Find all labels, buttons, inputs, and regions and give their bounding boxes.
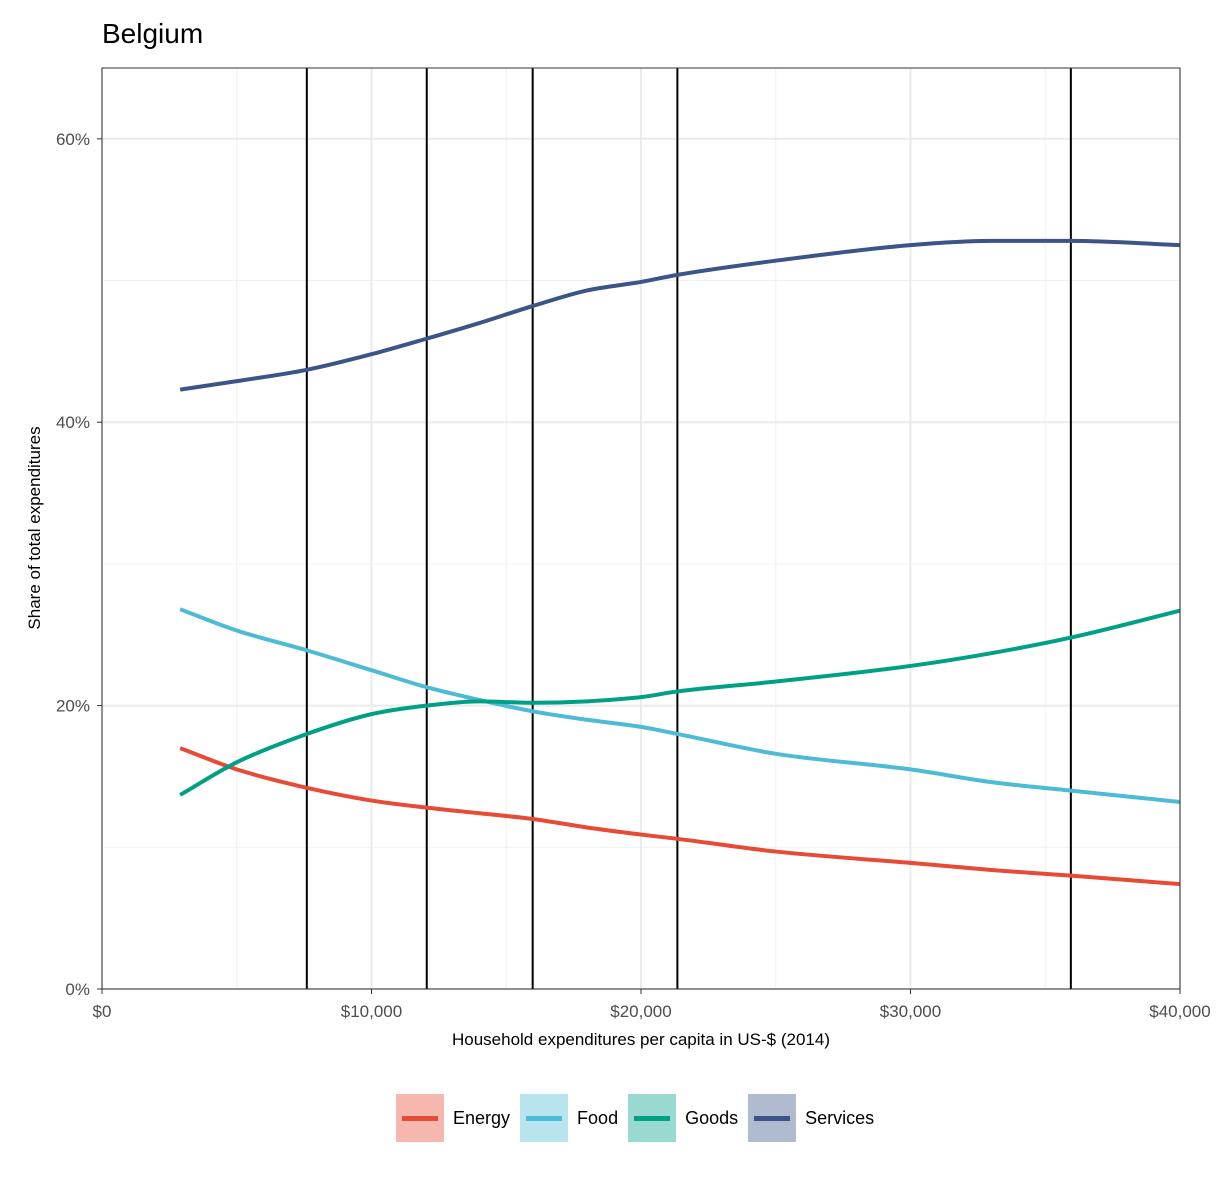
x-tick-label: $30,000 — [880, 1002, 941, 1021]
x-axis-ticks: $0 $10,000 $20,000 $30,000 $40,000 — [93, 989, 1211, 1021]
series-line-goods — [179, 608, 1181, 797]
legend-key — [748, 1094, 797, 1142]
y-tick-label: 60% — [56, 130, 90, 149]
legend-item-food: Food — [520, 1094, 618, 1142]
y-tick-label: 20% — [56, 697, 90, 716]
reference-lines — [305, 68, 1072, 989]
legend-key — [520, 1094, 569, 1142]
legend-key — [396, 1094, 444, 1142]
x-axis-title: Household expenditures per capita in US-… — [452, 1030, 830, 1049]
legend-label: Goods — [685, 1107, 739, 1128]
series-layer — [179, 238, 1181, 887]
legend-key — [628, 1094, 677, 1142]
legend-label: Energy — [453, 1107, 511, 1128]
legend: Energy Food Goods Services — [396, 1094, 884, 1142]
grid-layer — [101, 68, 1181, 990]
series-line-energy — [179, 746, 1181, 887]
x-tick-label: $10,000 — [341, 1002, 402, 1021]
chart-title: Belgium — [102, 18, 204, 49]
y-tick-label: 40% — [56, 413, 90, 432]
y-axis-ticks: 0% 20% 40% 60% — [56, 130, 102, 999]
x-tick-label: $0 — [93, 1002, 112, 1021]
legend-item-services: Services — [748, 1094, 874, 1142]
legend-item-energy: Energy — [396, 1094, 510, 1142]
y-tick-label: 0% — [65, 980, 90, 999]
legend-label: Services — [805, 1107, 875, 1128]
x-tick-label: $40,000 — [1149, 1002, 1210, 1021]
series-line-food — [179, 607, 1181, 804]
x-tick-label: $20,000 — [610, 1002, 671, 1021]
legend-item-goods: Goods — [628, 1094, 738, 1142]
legend-label: Food — [577, 1107, 619, 1128]
y-axis-title: Share of total expenditures — [25, 426, 44, 629]
series-line-services — [179, 238, 1181, 392]
